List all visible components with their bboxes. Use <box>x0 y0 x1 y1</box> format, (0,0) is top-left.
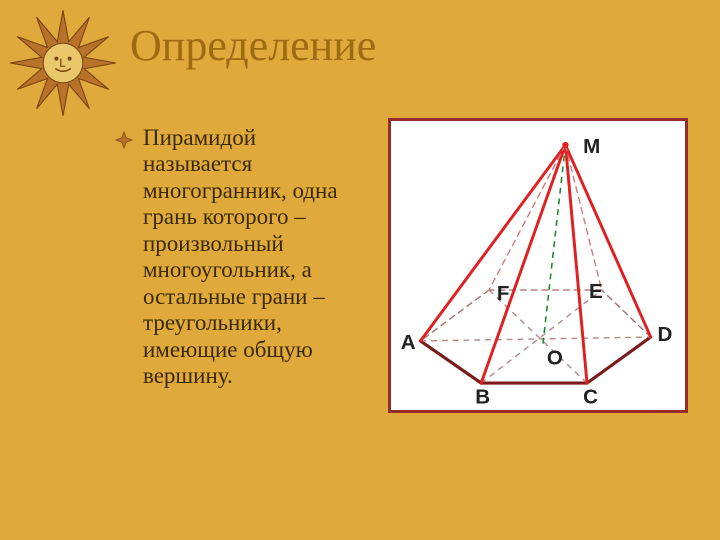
svg-text:M: M <box>583 135 600 158</box>
svg-text:F: F <box>497 282 510 305</box>
svg-text:O: O <box>547 346 563 369</box>
svg-text:D: D <box>658 323 673 346</box>
pyramid-diagram: A B C D E F M O <box>388 118 688 413</box>
definition-text: Пирамидой называется многогранник, одна … <box>143 125 365 389</box>
svg-text:C: C <box>583 386 598 409</box>
body-text-block: Пирамидой называется многогранник, одна … <box>115 125 365 389</box>
sun-icon <box>8 8 118 118</box>
svg-text:A: A <box>401 331 416 354</box>
bullet-item: Пирамидой называется многогранник, одна … <box>115 125 365 389</box>
star-bullet-icon <box>115 131 133 149</box>
slide: Определение Пирамидой называется многогр… <box>0 0 720 540</box>
svg-text:E: E <box>589 280 603 303</box>
slide-title: Определение <box>130 20 376 71</box>
svg-text:B: B <box>475 386 490 409</box>
